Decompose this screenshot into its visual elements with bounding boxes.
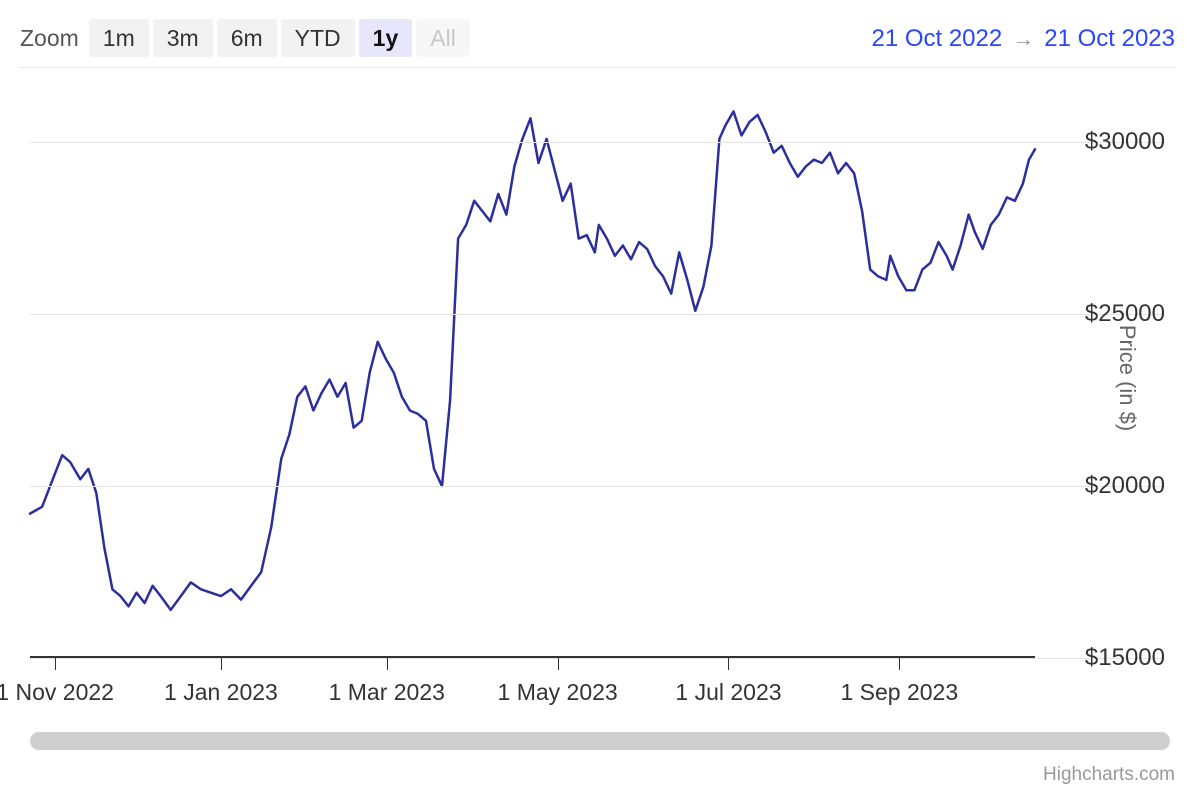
range-toolbar: Zoom 1m3m6mYTD1yAll 21 Oct 2022 → 21 Oct… [20, 20, 1175, 68]
price-line-series [30, 111, 1035, 610]
chart-container: Zoom 1m3m6mYTD1yAll 21 Oct 2022 → 21 Oct… [0, 0, 1200, 800]
x-axis-tick-label: 1 May 2023 [498, 679, 618, 706]
y-axis-tick-label: $25000 [1045, 300, 1165, 328]
x-axis-tick [221, 658, 222, 670]
zoom-label: Zoom [20, 25, 79, 52]
zoom-button-ytd[interactable]: YTD [281, 19, 355, 57]
credits-link[interactable]: Highcharts.com [1043, 764, 1175, 786]
zoom-button-1y[interactable]: 1y [359, 19, 413, 57]
y-axis-tick-label: $30000 [1045, 128, 1165, 156]
zoom-button-3m[interactable]: 3m [153, 19, 213, 57]
navigator-scrollbar[interactable] [30, 732, 1170, 750]
x-axis-tick-label: 1 Jul 2023 [675, 679, 781, 706]
gridline [30, 658, 1165, 659]
x-axis-tick [728, 658, 729, 670]
range-to-input[interactable]: 21 Oct 2023 [1044, 25, 1175, 53]
x-axis-tick [558, 658, 559, 670]
gridline [30, 142, 1165, 143]
zoom-button-group: Zoom 1m3m6mYTD1yAll [20, 25, 472, 52]
y-axis-tick-label: $15000 [1045, 644, 1165, 672]
x-axis-tick-label: 1 Mar 2023 [329, 679, 445, 706]
x-axis-tick [899, 658, 900, 670]
y-axis-title: Price (in $) [1114, 325, 1140, 431]
zoom-button-all: All [416, 19, 470, 57]
x-axis-tick-label: 1 Nov 2022 [0, 679, 114, 706]
x-axis-tick [387, 658, 388, 670]
price-chart[interactable]: Price (in $) $15000$20000$25000$300001 N… [20, 98, 1175, 658]
x-axis-tick-label: 1 Sep 2023 [840, 679, 958, 706]
date-range-selector: 21 Oct 2022 → 21 Oct 2023 [871, 25, 1175, 53]
x-axis-tick-label: 1 Jan 2023 [164, 679, 278, 706]
zoom-button-1m[interactable]: 1m [89, 19, 149, 57]
zoom-button-6m[interactable]: 6m [217, 19, 277, 57]
x-axis-tick [55, 658, 56, 670]
gridline [30, 486, 1165, 487]
range-from-input[interactable]: 21 Oct 2022 [871, 25, 1002, 53]
y-axis-tick-label: $20000 [1045, 472, 1165, 500]
range-arrow-icon: → [1012, 26, 1034, 52]
gridline [30, 314, 1165, 315]
